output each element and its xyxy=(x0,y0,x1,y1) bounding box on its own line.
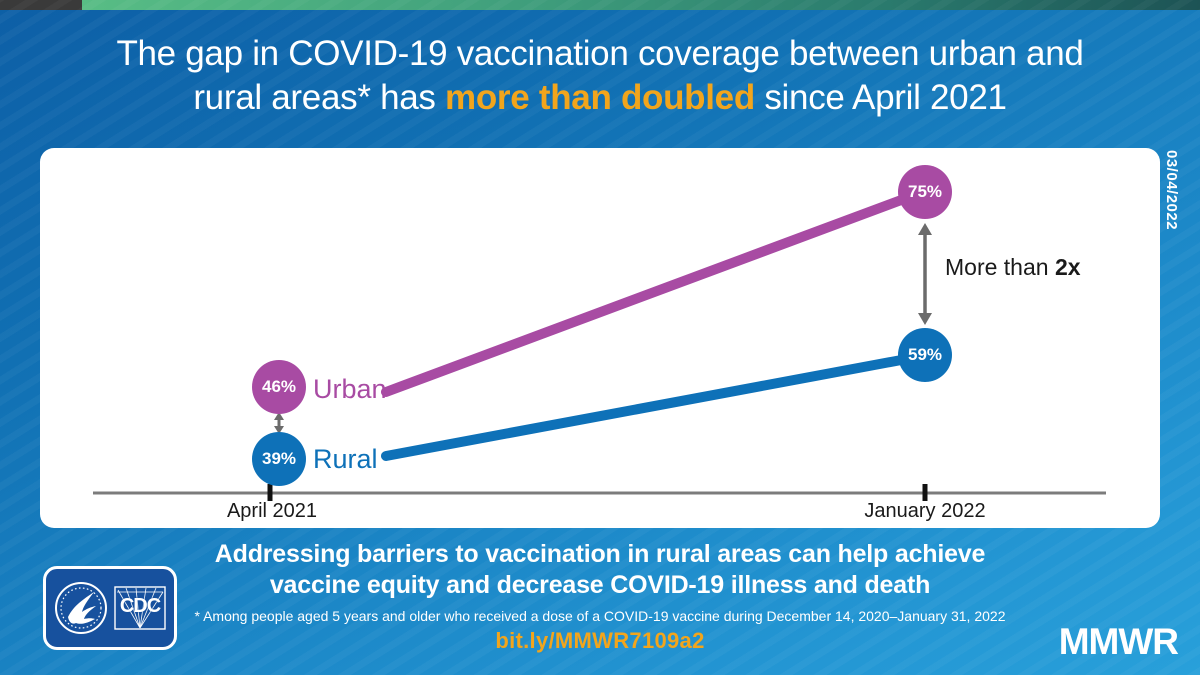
x-axis-label-april: April 2021 xyxy=(226,500,318,522)
urban-trend-line xyxy=(381,191,917,397)
rural-trend-line xyxy=(381,353,917,461)
rural-point-january: 59% xyxy=(898,328,952,382)
gap-annotation-bold: 2x xyxy=(1054,254,1081,280)
urban-point-january: 75% xyxy=(898,165,952,219)
top-left-dark-bar xyxy=(0,0,82,10)
gap-annotation: More than 2x xyxy=(945,254,1081,281)
urban-series-label: Urban xyxy=(313,374,387,404)
rural-point-april: 39% xyxy=(252,432,306,486)
right-gap-arrow-head-up xyxy=(918,223,932,235)
page-title: The gap in COVID-19 vaccination coverage… xyxy=(0,32,1200,121)
rural-series-label: Rural xyxy=(313,444,378,474)
title-highlight: more than doubled xyxy=(445,78,755,118)
title-line-2: rural areas* has more than doubled since… xyxy=(0,76,1200,120)
footer-headline-line-1: Addressing barriers to vaccination in ru… xyxy=(214,540,986,568)
urban-point-april-value: 46% xyxy=(261,377,297,396)
chart-panel xyxy=(40,148,1160,528)
urban-point-january-value: 75% xyxy=(907,182,943,201)
footer-headline-line-2: vaccine equity and decrease COVID-19 ill… xyxy=(269,571,931,599)
date-label: 03/04/2022 xyxy=(1163,150,1180,231)
rural-point-january-value: 59% xyxy=(907,345,943,364)
title-line-2-post: since April 2021 xyxy=(754,78,1007,118)
rural-point-april-value: 39% xyxy=(261,449,297,468)
left-gap-arrow-head-down xyxy=(274,426,284,434)
hhs-eagle-icon xyxy=(55,582,107,634)
cdc-logo: CDC xyxy=(114,586,166,630)
chart-canvas xyxy=(93,191,1106,501)
cdc-rays-icon xyxy=(114,586,166,630)
gap-annotation-text: More than xyxy=(945,254,1055,280)
mmwr-logo: MMWR xyxy=(1058,621,1179,662)
x-axis-label-january: January 2022 xyxy=(864,500,986,522)
cdc-logo-text: CDC xyxy=(119,595,161,617)
footnote: * Among people aged 5 years and older wh… xyxy=(194,608,1006,624)
title-line-1: The gap in COVID-19 vaccination coverage… xyxy=(116,34,1084,73)
bitly-link[interactable]: bit.ly/MMWR7109a2 xyxy=(495,628,705,653)
footer-headline: Addressing barriers to vaccination in ru… xyxy=(0,539,1200,601)
title-line-2-pre: rural areas* has xyxy=(193,78,446,118)
left-gap-arrow-head-up xyxy=(274,412,284,420)
top-green-accent-bar xyxy=(82,0,1200,10)
urban-point-april: 46% xyxy=(252,360,306,414)
hhs-cdc-logo-box: CDC xyxy=(43,566,177,650)
right-gap-arrow-head-down xyxy=(918,313,932,325)
